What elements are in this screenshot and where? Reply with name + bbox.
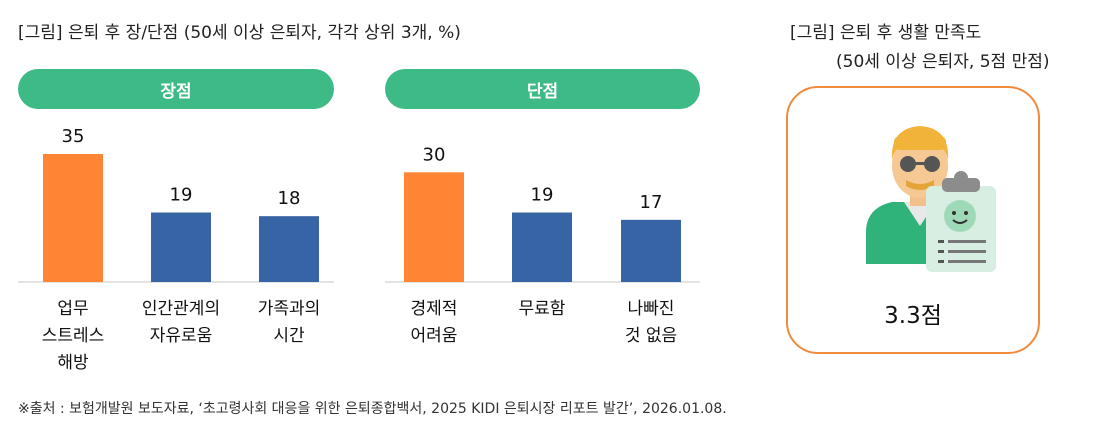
left-figure-title: [그림] 은퇴 후 장/단점 (50세 이상 은퇴자, 각각 상위 3개, %) — [18, 23, 461, 43]
dis-bar-1 — [512, 212, 572, 282]
adv-bar-2 — [259, 216, 319, 282]
dis-category-label-2-1: 것 없음 — [625, 326, 677, 346]
source-footnote: ※출처 : 보험개발원 보도자료, ‘초고령사회 대응을 위한 은퇴종합백서, … — [18, 401, 727, 417]
dis-bar-0 — [404, 172, 464, 282]
adv-value-label-2: 18 — [278, 188, 301, 209]
right-figure-title-line2: (50세 이상 은퇴자, 5점 만점) — [836, 52, 1050, 72]
dis-category-label-2-0: 나빠진 — [628, 299, 675, 319]
adv-category-label-2-0: 가족과의 — [258, 299, 321, 319]
adv-category-label-0-1: 스트레스 — [42, 326, 105, 346]
adv-bar-0 — [43, 154, 103, 282]
dis-value-label-2: 17 — [640, 192, 663, 213]
disadvantages-header: 단점 — [385, 69, 700, 109]
dis-category-label-0-1: 어려움 — [411, 326, 458, 346]
dis-category-label-1-0: 무료함 — [519, 299, 566, 319]
advantages-header: 장점 — [18, 69, 334, 109]
dis-bar-2 — [621, 219, 681, 282]
adv-category-label-0-2: 해방 — [57, 353, 89, 373]
dis-category-label-0-0: 경제적 — [411, 299, 458, 319]
person-with-smiley-clipboard-icon — [866, 126, 996, 272]
adv-value-label-0: 35 — [62, 126, 85, 147]
adv-category-label-1-1: 자유로움 — [150, 326, 213, 346]
adv-category-label-2-1: 시간 — [273, 326, 305, 346]
dis-value-label-1: 19 — [531, 185, 554, 206]
adv-category-label-0-0: 업무 — [57, 299, 88, 319]
right-figure-title-line1: [그림] 은퇴 후 생활 만족도 — [790, 23, 982, 43]
adv-category-label-1-0: 인간관계의 — [142, 299, 220, 319]
satisfaction-score: 3.3점 — [884, 303, 942, 329]
dis-value-label-0: 30 — [423, 144, 446, 165]
adv-value-label-1: 19 — [170, 185, 193, 206]
satisfaction-card: 3.3점 — [786, 86, 1040, 354]
adv-bar-1 — [151, 212, 211, 282]
